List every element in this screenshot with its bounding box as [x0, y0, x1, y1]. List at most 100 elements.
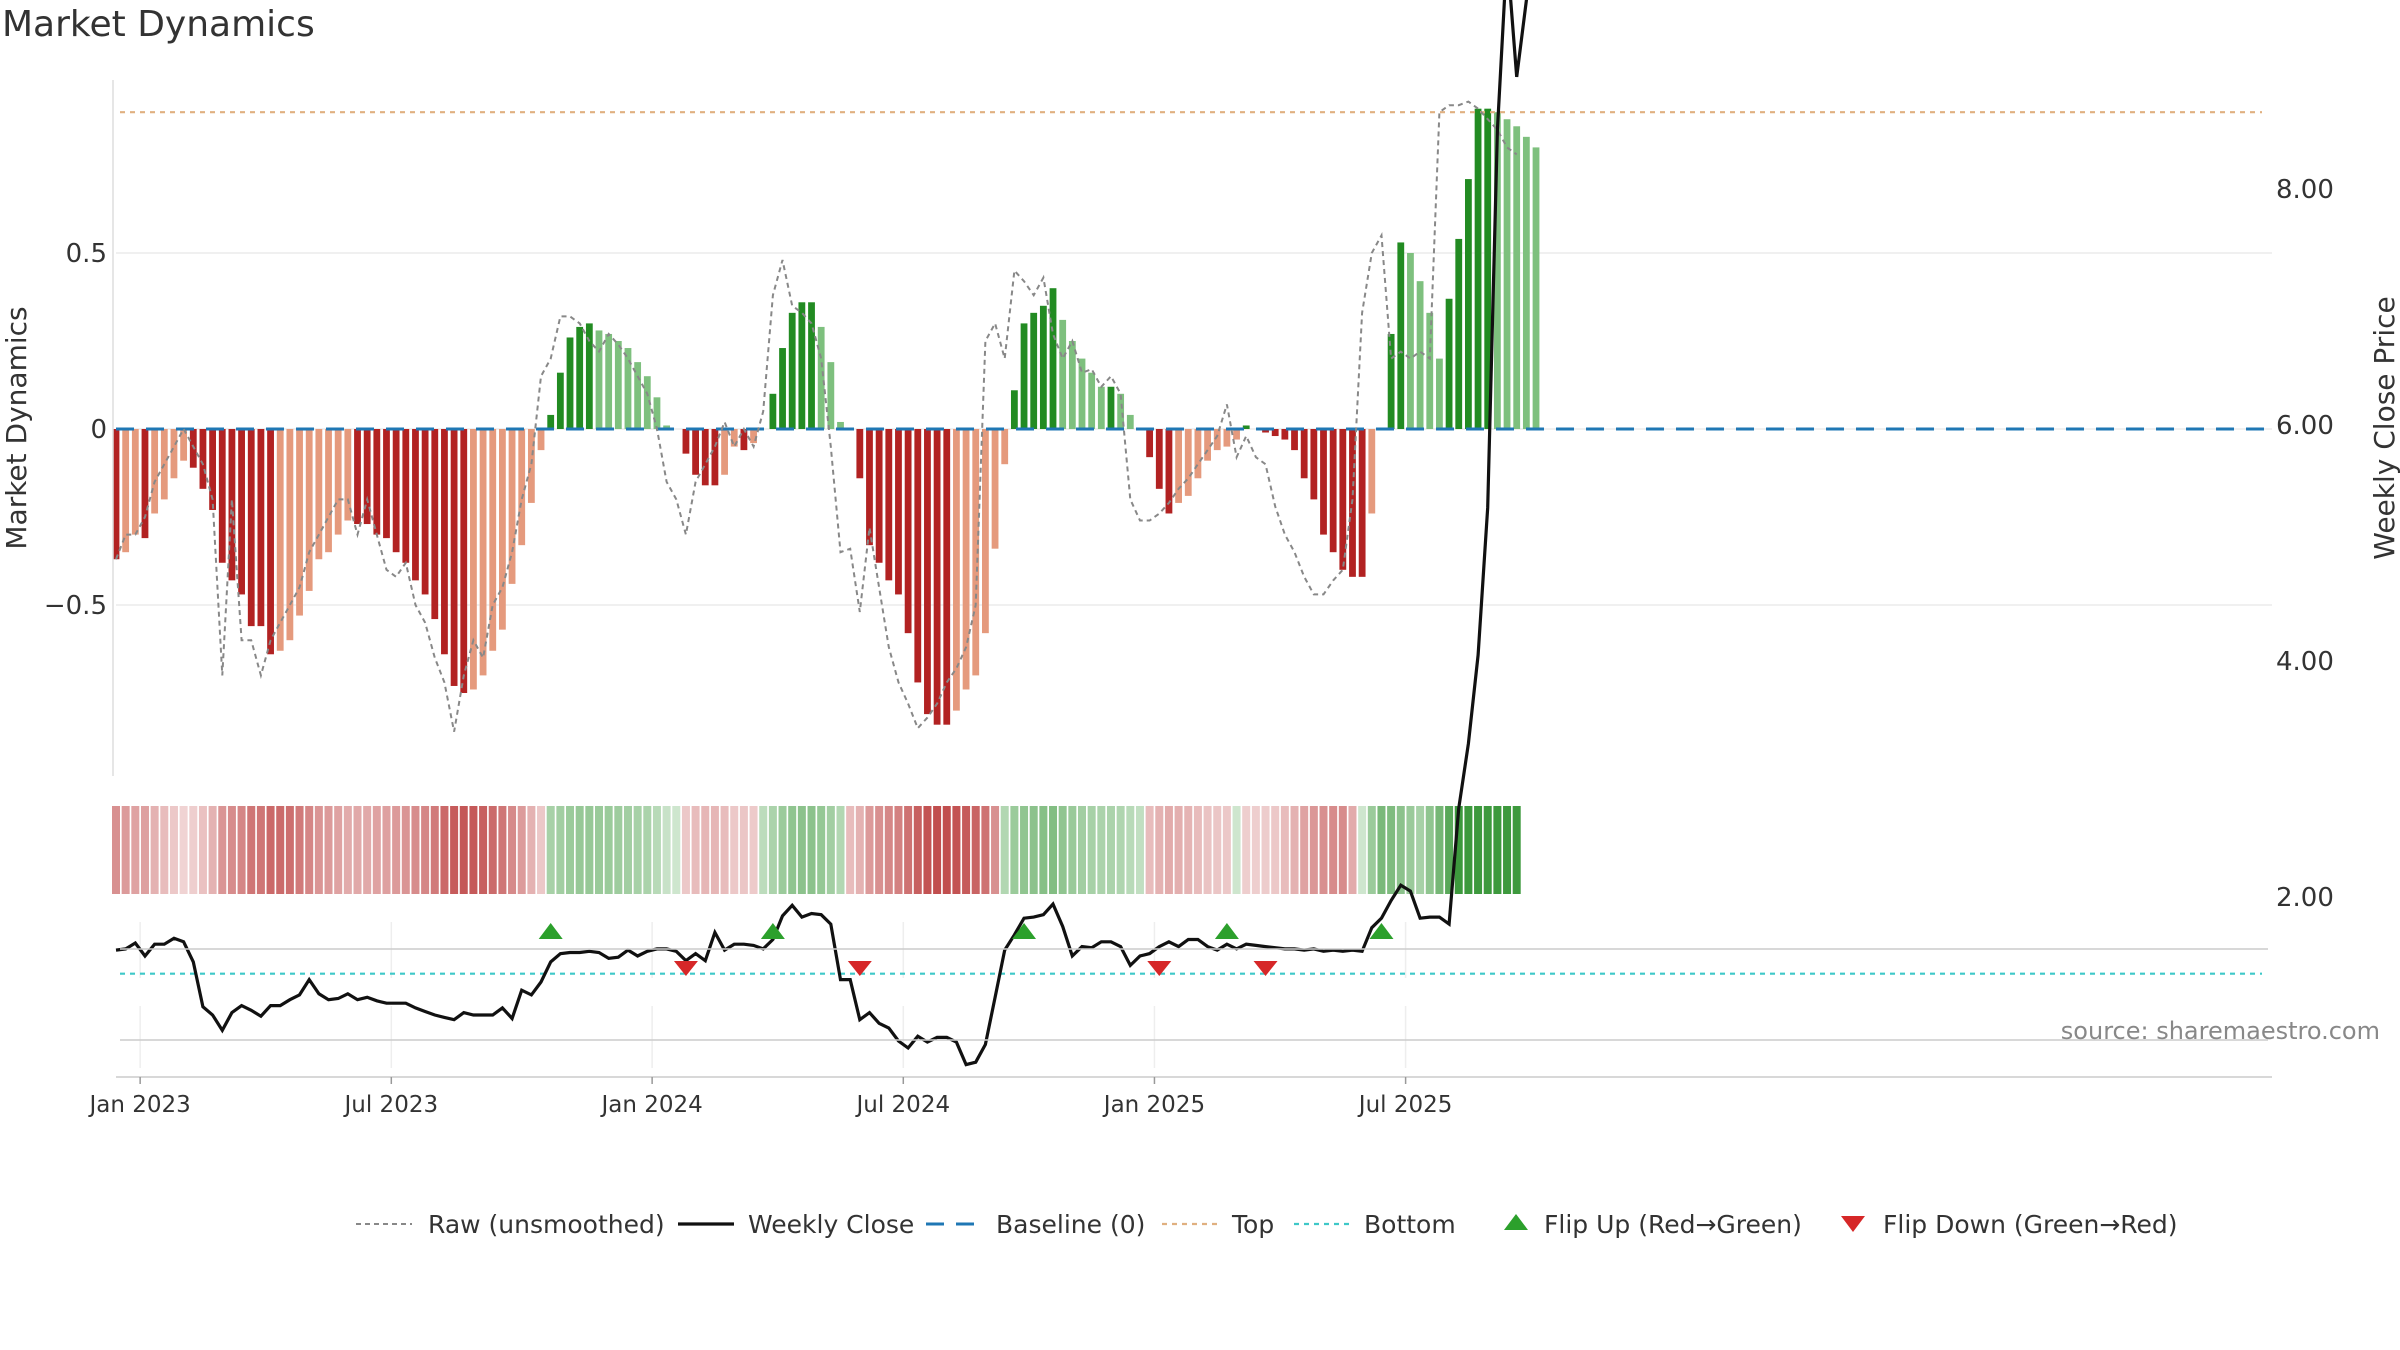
regime-cell	[836, 806, 845, 894]
regime-cell	[1087, 806, 1096, 894]
regime-cell	[276, 806, 285, 894]
market-dynamics-bar	[547, 414, 555, 429]
regime-cell	[1213, 806, 1222, 894]
legend-item-top: Top	[1162, 1210, 1274, 1239]
market-dynamics-bar	[1358, 429, 1366, 577]
legend-label: Flip Up (Red→Green)	[1544, 1210, 1802, 1239]
legend-label: Raw (unsmoothed)	[428, 1210, 665, 1239]
regime-cell	[1271, 806, 1280, 894]
y-tick-label: −0.5	[44, 591, 107, 621]
market-dynamics-bar	[1339, 429, 1347, 570]
regime-cell	[1116, 806, 1125, 894]
regime-cell	[662, 806, 671, 894]
source-note: source: sharemaestro.com	[2061, 1017, 2380, 1045]
market-dynamics-bar	[489, 429, 497, 651]
market-dynamics-bar	[1407, 253, 1414, 429]
regime-cell	[1338, 806, 1347, 894]
market-dynamics-bar	[479, 429, 487, 676]
regime-cell	[604, 806, 613, 894]
regime-cell	[681, 806, 690, 894]
flip-down-marker	[1147, 961, 1172, 976]
market-dynamics-bar	[730, 429, 738, 447]
regime-cell	[855, 806, 864, 894]
legend-swatch	[1841, 1216, 1865, 1232]
legend-item-close: Weekly Close	[678, 1210, 914, 1239]
market-dynamics-bar	[1291, 429, 1298, 451]
regime-cell	[1512, 806, 1521, 894]
market-dynamics-bar	[508, 429, 516, 584]
regime-cell	[884, 806, 893, 894]
regime-cell	[440, 806, 449, 894]
x-tick-label: Jan 2024	[599, 1092, 702, 1118]
market-dynamics-bar	[1117, 393, 1125, 429]
market-dynamics-bar	[1223, 429, 1231, 447]
market-dynamics-bar	[267, 429, 274, 655]
market-dynamics-bar	[170, 429, 178, 479]
regime-cell	[904, 806, 913, 894]
regime-cell	[1242, 806, 1251, 894]
market-dynamics-bar	[527, 429, 535, 503]
grid-layer	[116, 252, 2272, 1068]
regime-cell	[1493, 806, 1502, 894]
legend-item-raw: Raw (unsmoothed)	[356, 1210, 665, 1239]
regime-cell	[517, 806, 526, 894]
market-dynamics-bar	[1474, 108, 1482, 430]
market-dynamics-bar	[943, 429, 951, 725]
market-dynamics-bar	[441, 429, 448, 655]
regime-cell	[363, 806, 372, 894]
regime-cell	[1222, 806, 1231, 894]
regime-cell	[759, 806, 768, 894]
market-dynamics-bar	[1242, 425, 1250, 429]
legend: Raw (unsmoothed) Weekly Close Baseline (0)…	[356, 1210, 2178, 1239]
regime-cell	[285, 806, 294, 894]
regime-cell	[952, 806, 961, 894]
market-dynamics-bar	[1030, 312, 1038, 429]
regime-cell	[1058, 806, 1067, 894]
regime-cell	[1358, 806, 1367, 894]
regime-cell	[372, 806, 381, 894]
regime-cell	[343, 806, 352, 894]
regime-cell	[942, 806, 951, 894]
market-dynamics-bar	[1503, 119, 1511, 430]
regime-cell	[923, 806, 932, 894]
market-dynamics-bar	[1493, 112, 1501, 429]
regime-cell	[788, 806, 797, 894]
y2-axis-label: Weekly Close Price	[2368, 296, 2400, 559]
market-dynamics-bar	[856, 429, 864, 479]
regime-cell	[334, 806, 343, 894]
regime-cell	[1184, 806, 1193, 894]
market-dynamics-bar	[1165, 429, 1173, 514]
regime-cell	[247, 806, 256, 894]
market-dynamics-bar	[354, 429, 361, 525]
market-dynamics-bar	[875, 429, 883, 563]
regime-cell	[962, 806, 971, 894]
market-dynamics-bar	[131, 429, 139, 535]
market-dynamics-bar	[827, 362, 835, 429]
regime-cell	[1377, 806, 1386, 894]
market-dynamics-bar	[412, 429, 419, 581]
regime-cell	[720, 806, 729, 894]
regime-cell	[643, 806, 652, 894]
regime-cell	[691, 806, 700, 894]
regime-cell	[1387, 806, 1396, 894]
market-dynamics-bar	[914, 429, 922, 683]
regime-cell	[1029, 806, 1038, 894]
regime-cell	[797, 806, 806, 894]
chart-title: Market Dynamics	[2, 4, 315, 45]
market-dynamics-bar	[1281, 429, 1289, 440]
market-dynamics-bar	[1465, 179, 1472, 429]
regime-cell	[160, 806, 169, 894]
market-dynamics-bar	[383, 429, 390, 539]
regime-cell	[1290, 806, 1299, 894]
regime-cell	[498, 806, 507, 894]
legend-item-flip_down: Flip Down (Green→Red)	[1841, 1210, 2178, 1239]
legend-swatch	[1504, 1214, 1528, 1230]
regime-cell	[324, 806, 333, 894]
x-tick-label: Jul 2023	[343, 1092, 439, 1118]
regime-cell	[1097, 806, 1106, 894]
regime-cell	[1232, 806, 1241, 894]
flip-up-marker	[538, 923, 563, 939]
regime-cell	[295, 806, 304, 894]
regime-cell	[730, 806, 739, 894]
regime-cell	[1367, 806, 1376, 894]
